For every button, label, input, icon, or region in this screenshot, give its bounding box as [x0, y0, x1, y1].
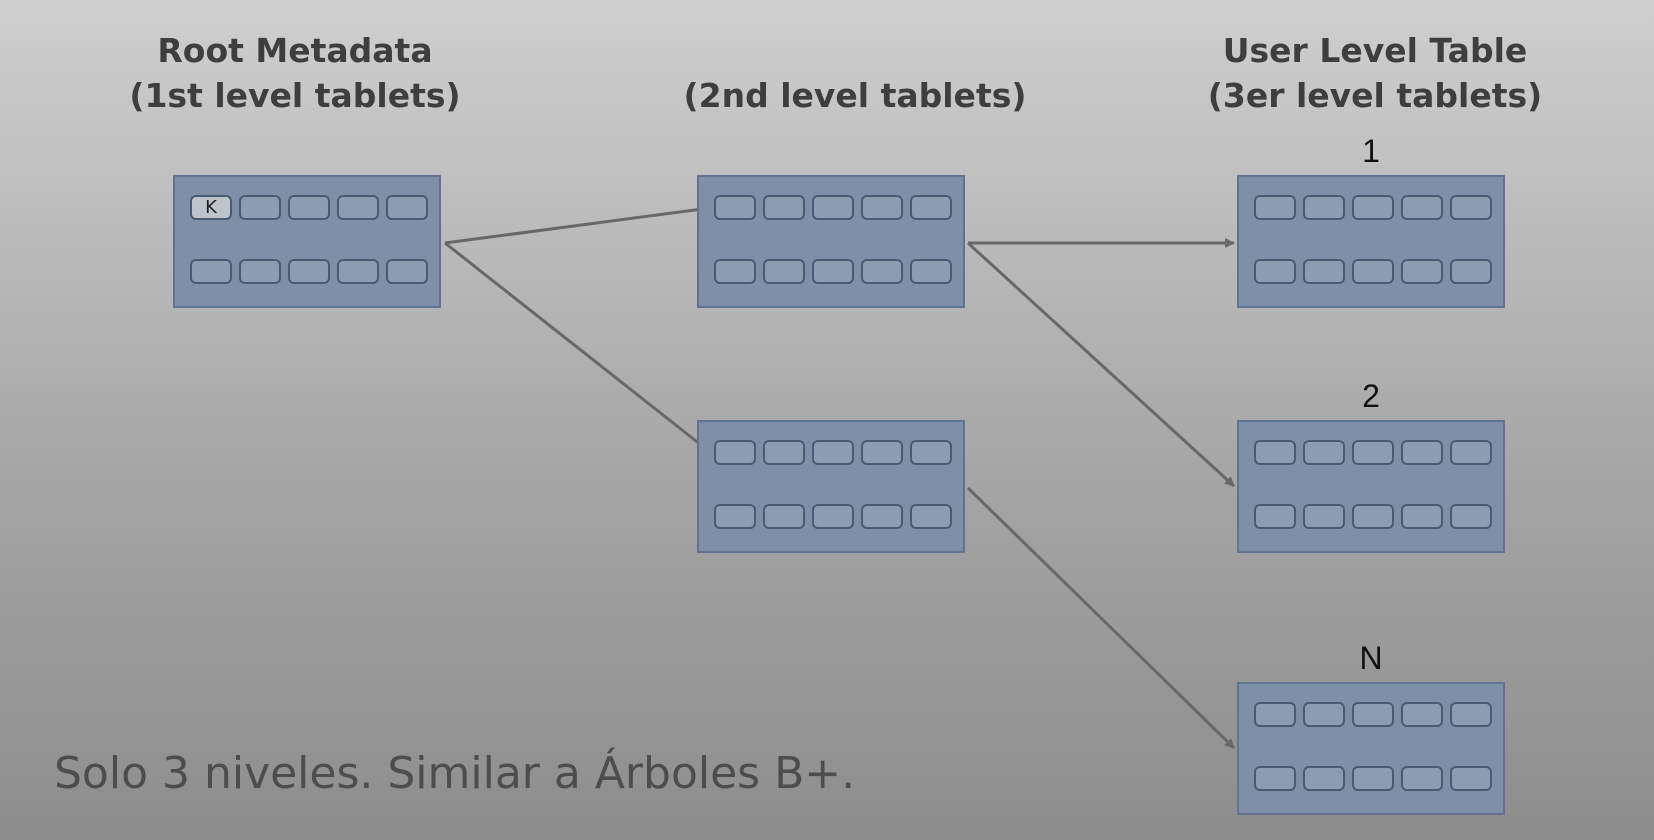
slot — [288, 259, 330, 284]
tablet-row — [714, 504, 952, 529]
slot — [1450, 702, 1492, 727]
slot — [239, 259, 281, 284]
slot — [714, 440, 756, 465]
slot — [1450, 259, 1492, 284]
slot — [1401, 766, 1443, 791]
root-heading-line2: (1st level tablets) — [129, 76, 461, 115]
slot — [1303, 504, 1345, 529]
user-heading-line2: (3er level tablets) — [1207, 76, 1543, 115]
user-tablet-1-label: 1 — [1362, 133, 1380, 169]
slot — [910, 195, 952, 220]
slot — [1303, 259, 1345, 284]
user-level-heading: User Level Table (3er level tablets) — [1195, 28, 1555, 118]
user-tablet-1 — [1237, 175, 1505, 308]
slot — [1254, 702, 1296, 727]
slot — [1352, 259, 1394, 284]
tablet-row — [1254, 702, 1492, 727]
slot — [1254, 440, 1296, 465]
root-tablet: K — [173, 175, 441, 308]
slot — [337, 259, 379, 284]
slot — [1303, 440, 1345, 465]
second-level-heading: (2nd level tablets) — [660, 73, 1050, 118]
slot — [812, 504, 854, 529]
tablet-row — [1254, 766, 1492, 791]
slot — [288, 195, 330, 220]
arrow-second-top-to-user-2 — [966, 241, 1236, 488]
slot — [714, 504, 756, 529]
slot — [763, 440, 805, 465]
slot — [714, 259, 756, 284]
user-heading-line1: User Level Table — [1222, 31, 1528, 70]
slot — [812, 195, 854, 220]
arrow-root-to-second-top — [444, 204, 711, 245]
slot — [910, 504, 952, 529]
tablet-row — [714, 259, 952, 284]
tablet-row: K — [190, 195, 428, 220]
slot — [1254, 766, 1296, 791]
slot — [861, 504, 903, 529]
slot — [861, 195, 903, 220]
slot — [1254, 195, 1296, 220]
tablet-row — [190, 259, 428, 284]
slot — [1254, 504, 1296, 529]
slot — [910, 440, 952, 465]
root-metadata-heading: Root Metadata (1st level tablets) — [112, 28, 478, 118]
tablet-row — [714, 195, 952, 220]
slot — [1401, 259, 1443, 284]
slot — [910, 259, 952, 284]
tablet-row — [1254, 440, 1492, 465]
slot — [1254, 259, 1296, 284]
slot — [1352, 504, 1394, 529]
slot — [812, 440, 854, 465]
second-level-tablet-bottom — [697, 420, 965, 553]
slot — [1401, 504, 1443, 529]
slot — [1450, 766, 1492, 791]
slot — [1352, 766, 1394, 791]
slot — [1401, 440, 1443, 465]
slot — [1352, 440, 1394, 465]
user-tablet-n — [1237, 682, 1505, 815]
tablet-row — [714, 440, 952, 465]
slot — [1303, 766, 1345, 791]
slot — [386, 195, 428, 220]
arrow-second-bottom-to-user-n — [966, 486, 1236, 750]
slot — [861, 259, 903, 284]
slot — [1352, 702, 1394, 727]
slot — [763, 259, 805, 284]
tablet-row — [1254, 259, 1492, 284]
slot — [1401, 195, 1443, 220]
arrow-root-to-second-bottom — [444, 241, 711, 454]
root-heading-line1: Root Metadata — [157, 31, 433, 70]
slot — [1303, 702, 1345, 727]
key-slot: K — [190, 195, 232, 220]
slot — [1401, 702, 1443, 727]
slot — [714, 195, 756, 220]
second-level-tablet-top — [697, 175, 965, 308]
slot — [763, 195, 805, 220]
slot — [861, 440, 903, 465]
user-tablet-n-label: N — [1359, 640, 1383, 676]
slot — [1450, 195, 1492, 220]
slot — [337, 195, 379, 220]
slot — [1450, 440, 1492, 465]
tablet-row — [1254, 195, 1492, 220]
slot — [812, 259, 854, 284]
slot — [190, 259, 232, 284]
slot — [1352, 195, 1394, 220]
slot — [1450, 504, 1492, 529]
user-tablet-2-label: 2 — [1362, 378, 1380, 414]
user-tablet-2 — [1237, 420, 1505, 553]
slot — [763, 504, 805, 529]
tablet-row — [1254, 504, 1492, 529]
second-heading-line2: (2nd level tablets) — [683, 76, 1027, 115]
slot — [1303, 195, 1345, 220]
slot — [386, 259, 428, 284]
slot — [239, 195, 281, 220]
caption: Solo 3 niveles. Similar a Árboles B+. — [54, 748, 856, 799]
